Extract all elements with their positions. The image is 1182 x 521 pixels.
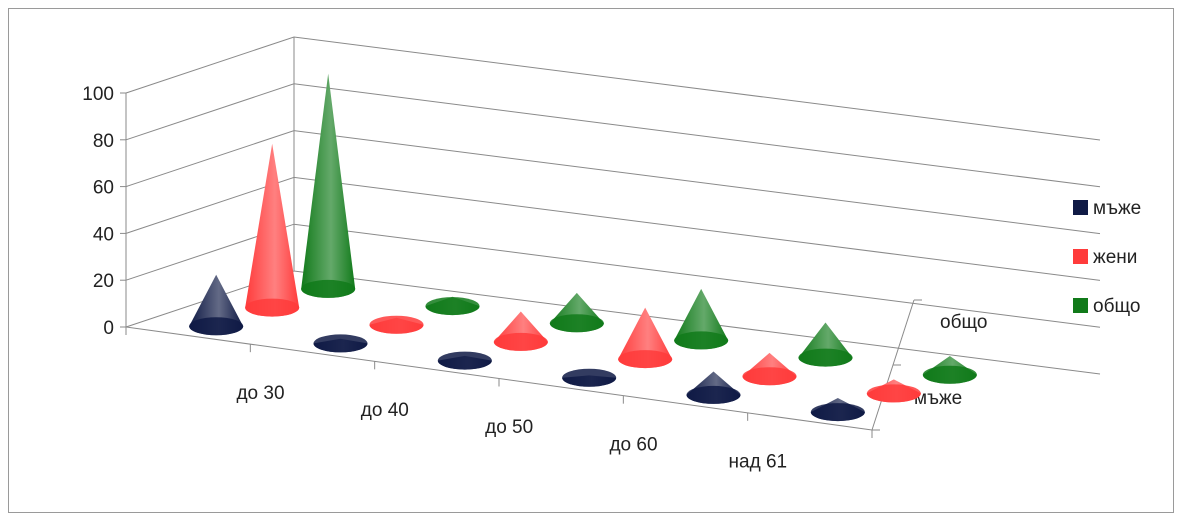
cone-4-2	[618, 307, 673, 369]
cone-base	[674, 331, 729, 350]
depth-axis-labels: мъже общо	[914, 312, 987, 409]
cone-base	[686, 385, 741, 404]
cone-5-3	[798, 322, 853, 367]
cone-base	[866, 384, 921, 403]
cone-1-2	[245, 143, 300, 317]
y-tick-label: 0	[103, 318, 114, 339]
x-tick-label: до 60	[609, 434, 657, 455]
legend-label: жени	[1093, 247, 1137, 268]
y-tick-label: 60	[93, 178, 114, 199]
legend-label: общо	[1093, 296, 1140, 317]
cone-5-2	[742, 352, 797, 386]
legend-swatch	[1073, 298, 1088, 313]
cone-6-2	[866, 379, 921, 403]
cone-base	[549, 314, 604, 333]
cone-body	[301, 73, 356, 298]
y-tick-label: 100	[82, 84, 114, 105]
cone-3-1	[437, 351, 492, 370]
cone-3-2	[493, 311, 548, 351]
y-tick-label: 80	[93, 131, 114, 152]
cone-base	[245, 298, 300, 317]
cone-2-2	[369, 315, 424, 334]
cone-1-1	[189, 274, 244, 336]
cone-base	[425, 297, 480, 316]
x-tick-label: до 30	[236, 383, 284, 404]
cone-base	[810, 403, 865, 422]
axes	[125, 37, 922, 438]
cone-4-1	[562, 368, 617, 387]
cone-base	[742, 367, 797, 386]
cone-base	[437, 351, 492, 370]
legend-swatch	[1073, 200, 1088, 215]
cone-base	[922, 365, 977, 384]
cone-base	[493, 332, 548, 351]
x-tick-label: до 50	[485, 417, 533, 438]
cone-base	[798, 348, 853, 367]
cone-body	[245, 143, 300, 317]
x-axis-categories: до 30 до 40 до 50 до 60 над 61	[236, 383, 787, 473]
cone-4-3	[674, 288, 729, 350]
cone-base	[562, 368, 617, 387]
cone-5-1	[686, 371, 741, 404]
cone-2-1	[313, 334, 368, 353]
y-tick-label: 40	[93, 224, 114, 245]
x-tick-label: над 61	[729, 451, 788, 472]
legend-label: мъже	[1093, 198, 1141, 219]
legend: мъже жени общо	[1073, 198, 1141, 317]
cone-base	[618, 350, 673, 369]
cone-base	[189, 317, 244, 336]
cone-base	[369, 315, 424, 334]
y-tick-label: 20	[93, 271, 114, 292]
legend-swatch	[1073, 249, 1088, 264]
y-axis-ticks: 0 20 40 60 80 100	[82, 84, 126, 339]
cone-6-3	[922, 356, 977, 384]
cone-base	[301, 279, 356, 298]
cone-3-3	[549, 292, 604, 333]
x-tick-label: до 40	[361, 400, 409, 421]
cone-1-3	[301, 73, 356, 298]
depth-axis-label: общо	[940, 312, 987, 333]
cones	[189, 73, 977, 422]
cone-base	[313, 334, 368, 353]
cone-2-3	[425, 296, 480, 316]
chart-frame	[8, 8, 1174, 513]
depth-axis-label: мъже	[914, 388, 962, 409]
cone-6-1	[810, 398, 865, 422]
